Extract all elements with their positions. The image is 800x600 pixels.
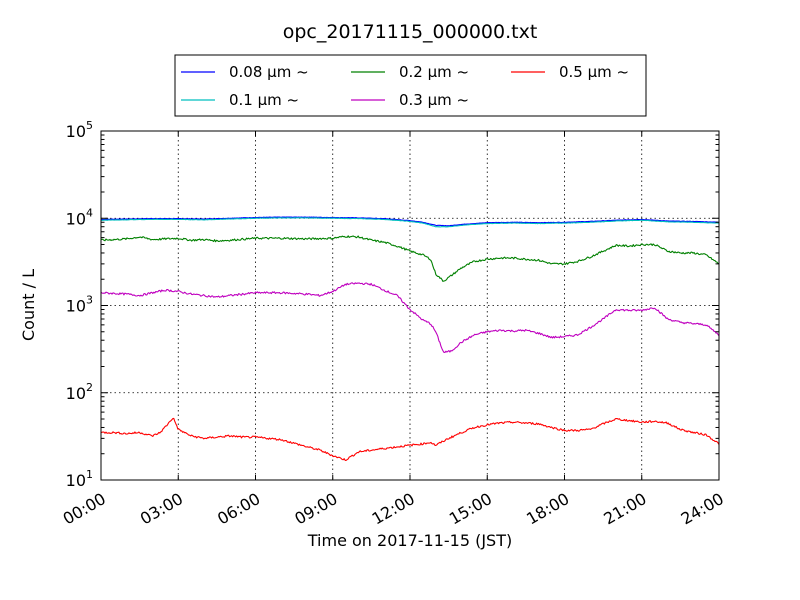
x-tick-label: 03:00 xyxy=(137,489,186,529)
y-tick-exponent: 1 xyxy=(86,468,93,481)
y-tick-base: 10 xyxy=(66,384,86,403)
legend-label-1: 0.1 μm ~ xyxy=(229,91,299,109)
legend: 0.08 μm ~ 0.1 μm ~ 0.2 μm ~ 0.3 μm ~ 0.5 μm … xyxy=(174,54,647,117)
series-line-4 xyxy=(100,417,720,461)
x-axis-tick-labels: 00:00 03:00 06:00 09:00 12:00 15:00 18:00 21:00… xyxy=(60,489,727,529)
grid xyxy=(101,131,719,480)
x-tick-label: 12:00 xyxy=(369,489,418,529)
y-axis-label: Count / L xyxy=(19,269,38,341)
series-line-2 xyxy=(100,235,720,282)
legend-label-3: 0.3 μm ~ xyxy=(399,91,469,109)
x-tick-label: 06:00 xyxy=(214,489,263,529)
y-tick-base: 10 xyxy=(66,122,86,141)
y-tick-exponent: 4 xyxy=(86,206,93,219)
y-tick-exponent: 3 xyxy=(86,294,93,307)
y-tick-base: 10 xyxy=(66,209,86,228)
y-tick-label: 103 xyxy=(66,294,93,316)
x-axis-label: Time on 2017-11-15 (JST) xyxy=(307,531,512,550)
legend-label-4: 0.5 μm ~ xyxy=(559,63,629,81)
legend-label-2: 0.2 μm ~ xyxy=(399,63,469,81)
y-tick-label: 104 xyxy=(66,206,93,228)
x-tick-label: 18:00 xyxy=(523,489,572,529)
legend-label-0: 0.08 μm ~ xyxy=(229,63,309,81)
x-tick-label: 00:00 xyxy=(60,489,109,529)
y-tick-base: 10 xyxy=(66,471,86,490)
plot-area-frame xyxy=(100,130,720,481)
data-series xyxy=(100,216,720,461)
series-line-3 xyxy=(100,282,720,354)
axis-ticks xyxy=(100,130,720,481)
y-tick-exponent: 2 xyxy=(86,381,93,394)
series-line-0 xyxy=(101,216,719,227)
y-tick-exponent: 5 xyxy=(86,119,93,132)
series-line-1 xyxy=(101,217,719,228)
x-tick-label: 09:00 xyxy=(291,489,340,529)
legend-frame xyxy=(174,54,647,117)
y-tick-label: 105 xyxy=(66,119,93,141)
chart-title: opc_20171115_000000.txt xyxy=(283,21,538,43)
y-tick-label: 101 xyxy=(66,468,93,490)
y-tick-base: 10 xyxy=(66,297,86,316)
x-tick-label: 21:00 xyxy=(600,489,649,529)
y-tick-label: 102 xyxy=(66,381,93,403)
x-tick-label: 15:00 xyxy=(446,489,495,529)
x-tick-label: 24:00 xyxy=(678,489,727,529)
